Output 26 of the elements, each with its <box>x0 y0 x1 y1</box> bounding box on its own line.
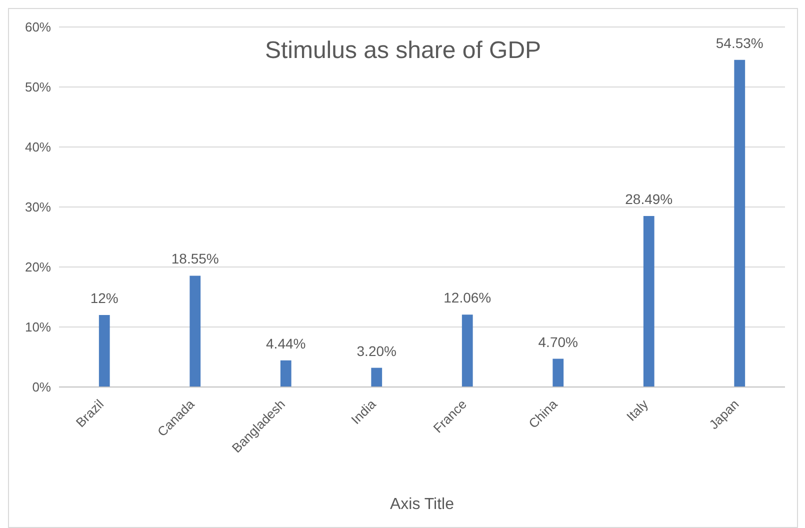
y-tick-label: 40% <box>24 140 52 155</box>
data-label: 28.49% <box>625 191 673 208</box>
x-tick-label: Italy <box>624 396 652 424</box>
bar <box>552 358 564 387</box>
data-label: 54.53% <box>716 34 764 51</box>
x-axis-title: Axis Title <box>390 496 454 513</box>
bar <box>280 360 292 387</box>
y-tick-label: 50% <box>24 80 52 95</box>
y-tick-label: 0% <box>32 380 52 395</box>
bar <box>462 314 473 387</box>
data-label: 3.20% <box>356 342 396 359</box>
data-label: 4.70% <box>538 334 578 350</box>
bar <box>371 368 382 387</box>
bar <box>643 216 654 387</box>
data-label: 4.44% <box>266 335 306 352</box>
bar <box>190 276 201 387</box>
chart-title: Stimulus as share of GDP <box>264 37 542 64</box>
data-label: 12% <box>90 290 118 306</box>
y-tick-label: 10% <box>24 320 52 335</box>
y-tick-label: 20% <box>24 260 52 275</box>
data-label: 18.55% <box>171 250 219 267</box>
data-label: 12.06% <box>444 290 492 306</box>
y-tick-label: 30% <box>24 200 52 215</box>
bar <box>734 60 746 387</box>
bar <box>98 315 110 387</box>
y-tick-label: 60% <box>24 20 52 35</box>
